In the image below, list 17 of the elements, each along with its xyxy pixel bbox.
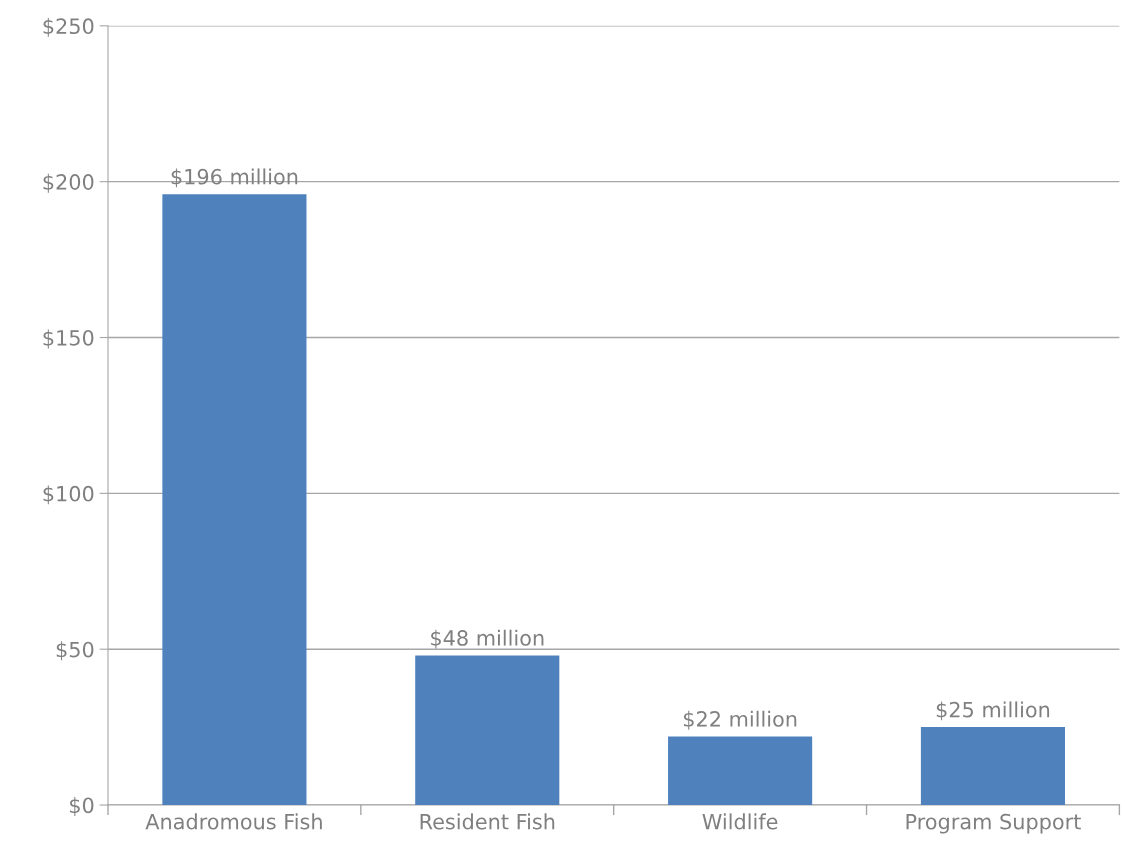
bar <box>668 736 813 806</box>
bar <box>920 727 1066 806</box>
data-label: $22 million <box>683 710 797 730</box>
x-tick-label: Program Support <box>906 813 1081 834</box>
bar <box>162 194 307 806</box>
x-tick-label: Wildlife <box>702 813 778 830</box>
y-tick-label: $100 <box>43 485 94 505</box>
data-label: $25 million <box>936 701 1050 721</box>
data-label: $48 million <box>431 629 544 649</box>
y-tick-label: $50 <box>56 641 94 661</box>
x-tick-label: Anadromous Fish <box>145 813 322 830</box>
y-tick-label: $250 <box>43 17 94 37</box>
y-tick-label: $200 <box>43 173 94 193</box>
y-tick-label: $0 <box>70 797 94 817</box>
bar <box>415 655 560 806</box>
y-tick-label: $150 <box>43 329 94 349</box>
x-tick-label: Resident Fish <box>420 813 555 830</box>
